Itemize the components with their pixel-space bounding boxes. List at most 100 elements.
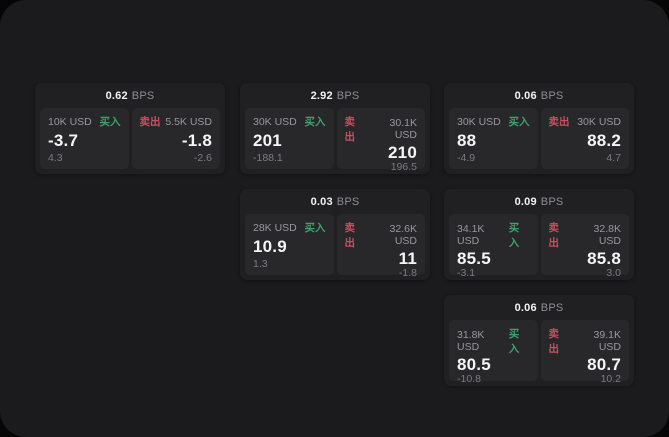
sell-panel-top: 卖出 39.1K USD bbox=[549, 326, 622, 356]
buy-price: 10.9 bbox=[253, 237, 287, 256]
sell-label: 卖出 bbox=[344, 116, 356, 143]
quote-card: 2.92 BPS 30K USD 买入 201 -188.1 卖出 30.1K … bbox=[240, 83, 430, 174]
buy-panel-top: 30K USD 买入 bbox=[253, 114, 326, 129]
sell-label: 卖出 bbox=[139, 116, 161, 128]
buy-notional: 34.1K USD bbox=[457, 223, 485, 247]
sell-price: 210 bbox=[388, 143, 417, 162]
sell-notional: 32.8K USD bbox=[593, 223, 621, 247]
sell-notional: 30K USD bbox=[577, 115, 621, 128]
buy-panel[interactable]: 10K USD 买入 -3.7 4.3 bbox=[40, 108, 129, 169]
sell-delta: 3.0 bbox=[606, 267, 621, 279]
buy-price: 201 bbox=[253, 131, 282, 150]
sell-label: 卖出 bbox=[548, 328, 560, 355]
buy-panel[interactable]: 30K USD 买入 201 -188.1 bbox=[245, 108, 334, 169]
sell-panel-top: 卖出 30.1K USD bbox=[345, 114, 418, 144]
sell-panel-top: 卖出 32.8K USD bbox=[549, 220, 622, 250]
sell-label: 卖出 bbox=[548, 116, 570, 128]
bps-value: 0.62 bbox=[105, 89, 128, 102]
buy-label: 买入 bbox=[304, 222, 326, 234]
sell-panel-top: 卖出 30K USD bbox=[549, 114, 622, 129]
buy-label: 买入 bbox=[304, 116, 326, 128]
sell-price: 80.7 bbox=[587, 355, 621, 374]
sell-delta: 196.5 bbox=[390, 161, 417, 173]
buy-price: 85.5 bbox=[457, 249, 491, 268]
sell-label: 卖出 bbox=[548, 222, 560, 249]
buy-delta: -188.1 bbox=[253, 152, 283, 164]
sell-panel[interactable]: 卖出 39.1K USD 80.7 10.2 bbox=[540, 320, 629, 385]
bps-unit-label: BPS bbox=[336, 195, 360, 208]
sell-notional: 5.5K USD bbox=[165, 115, 212, 128]
sell-price: 88.2 bbox=[587, 131, 621, 150]
buy-price: 80.5 bbox=[457, 355, 491, 374]
bps-value: 0.09 bbox=[514, 195, 537, 208]
bps-value: 2.92 bbox=[310, 89, 333, 102]
sell-delta: 4.7 bbox=[606, 152, 621, 164]
buy-label: 买入 bbox=[508, 116, 530, 128]
bps-unit-label: BPS bbox=[540, 301, 564, 314]
sell-delta: 10.2 bbox=[600, 373, 621, 385]
bps-unit-label: BPS bbox=[540, 195, 564, 208]
buy-notional: 10K USD bbox=[48, 115, 92, 128]
sell-price: 85.8 bbox=[587, 249, 621, 268]
bps-value: 0.03 bbox=[310, 195, 333, 208]
quote-card: 0.62 BPS 10K USD 买入 -3.7 4.3 卖出 5.5K USD… bbox=[35, 83, 225, 174]
sell-panel[interactable]: 卖出 32.6K USD 11 -1.8 bbox=[336, 214, 425, 279]
quote-panels: 30K USD 买入 88 -4.9 卖出 30K USD 88.2 4.7 bbox=[444, 108, 634, 169]
bps-header: 0.06 BPS bbox=[444, 295, 634, 320]
buy-delta: -3.1 bbox=[457, 267, 476, 279]
sell-notional: 30.1K USD bbox=[389, 117, 417, 141]
buy-panel[interactable]: 28K USD 买入 10.9 1.3 bbox=[245, 214, 334, 275]
buy-notional: 31.8K USD bbox=[457, 329, 485, 353]
bps-header: 2.92 BPS bbox=[240, 83, 430, 108]
sell-label: 卖出 bbox=[344, 222, 356, 249]
buy-label: 买入 bbox=[508, 222, 520, 249]
sell-notional: 32.6K USD bbox=[389, 223, 417, 247]
buy-delta: 4.3 bbox=[48, 152, 63, 164]
sell-panel-top: 卖出 32.6K USD bbox=[345, 220, 418, 250]
quote-panels: 34.1K USD 买入 85.5 -3.1 卖出 32.8K USD 85.8… bbox=[444, 214, 634, 279]
bps-header: 0.06 BPS bbox=[444, 83, 634, 108]
buy-panel[interactable]: 34.1K USD 买入 85.5 -3.1 bbox=[449, 214, 538, 279]
buy-panel[interactable]: 30K USD 买入 88 -4.9 bbox=[449, 108, 538, 169]
buy-delta: -10.8 bbox=[457, 373, 481, 385]
sell-panel[interactable]: 卖出 32.8K USD 85.8 3.0 bbox=[540, 214, 629, 279]
buy-panel-top: 31.8K USD 买入 bbox=[457, 326, 530, 356]
bps-unit-label: BPS bbox=[540, 89, 564, 102]
bps-unit-label: BPS bbox=[336, 89, 360, 102]
sell-panel[interactable]: 卖出 30K USD 88.2 4.7 bbox=[540, 108, 629, 169]
sell-panel[interactable]: 卖出 30.1K USD 210 196.5 bbox=[336, 108, 425, 173]
buy-notional: 30K USD bbox=[457, 115, 501, 128]
buy-panel-top: 28K USD 买入 bbox=[253, 220, 326, 235]
quote-card: 0.03 BPS 28K USD 买入 10.9 1.3 卖出 32.6K US… bbox=[240, 189, 430, 280]
bps-value: 0.06 bbox=[514, 301, 537, 314]
buy-label: 买入 bbox=[99, 116, 121, 128]
buy-notional: 30K USD bbox=[253, 115, 297, 128]
buy-delta: -4.9 bbox=[457, 152, 476, 164]
buy-panel-top: 10K USD 买入 bbox=[48, 114, 121, 129]
buy-notional: 28K USD bbox=[253, 221, 297, 234]
quote-card: 0.09 BPS 34.1K USD 买入 85.5 -3.1 卖出 32.8K… bbox=[444, 189, 634, 280]
buy-panel-top: 34.1K USD 买入 bbox=[457, 220, 530, 250]
sell-panel[interactable]: 卖出 5.5K USD -1.8 -2.6 bbox=[131, 108, 220, 169]
bps-value: 0.06 bbox=[514, 89, 537, 102]
sell-panel-top: 卖出 5.5K USD bbox=[140, 114, 213, 129]
quote-panels: 30K USD 买入 201 -188.1 卖出 30.1K USD 210 1… bbox=[240, 108, 430, 173]
bps-header: 0.03 BPS bbox=[240, 189, 430, 214]
buy-panel[interactable]: 31.8K USD 买入 80.5 -10.8 bbox=[449, 320, 538, 385]
buy-price: 88 bbox=[457, 131, 477, 150]
quote-panels: 10K USD 买入 -3.7 4.3 卖出 5.5K USD -1.8 -2.… bbox=[35, 108, 225, 169]
quote-card: 0.06 BPS 30K USD 买入 88 -4.9 卖出 30K USD 8… bbox=[444, 83, 634, 174]
sell-delta: -2.6 bbox=[193, 152, 212, 164]
quote-card: 0.06 BPS 31.8K USD 买入 80.5 -10.8 卖出 39.1… bbox=[444, 295, 634, 386]
bps-header: 0.62 BPS bbox=[35, 83, 225, 108]
sell-notional: 39.1K USD bbox=[593, 329, 621, 353]
buy-label: 买入 bbox=[508, 328, 520, 355]
bps-unit-label: BPS bbox=[131, 89, 155, 102]
quote-panels: 28K USD 买入 10.9 1.3 卖出 32.6K USD 11 -1.8 bbox=[240, 214, 430, 279]
buy-price: -3.7 bbox=[48, 131, 79, 150]
quote-panels: 31.8K USD 买入 80.5 -10.8 卖出 39.1K USD 80.… bbox=[444, 320, 634, 385]
bps-header: 0.09 BPS bbox=[444, 189, 634, 214]
buy-delta: 1.3 bbox=[253, 258, 268, 270]
sell-delta: -1.8 bbox=[398, 267, 417, 279]
